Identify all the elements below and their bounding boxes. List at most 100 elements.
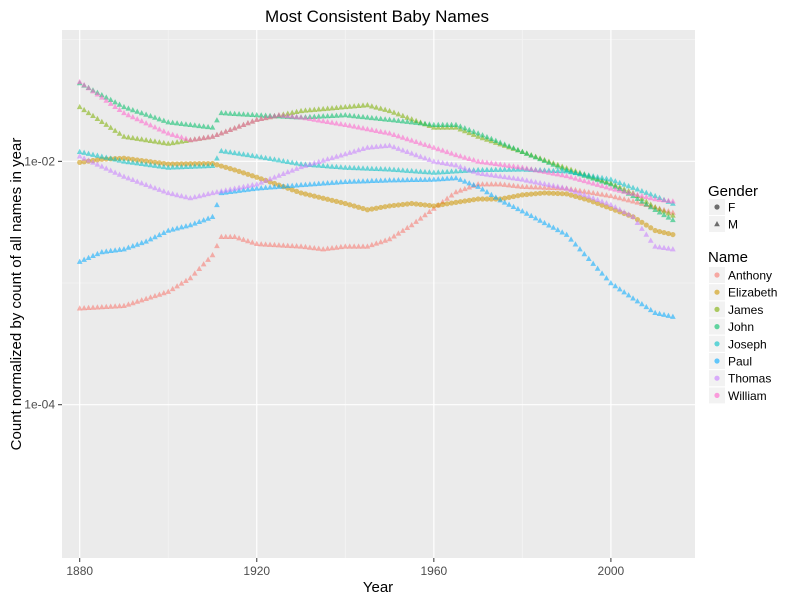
- data-point: [643, 201, 650, 207]
- data-point: [532, 166, 539, 173]
- data-point: [134, 178, 141, 184]
- data-point: [484, 189, 490, 195]
- data-point: [178, 224, 185, 230]
- data-point: [271, 180, 278, 187]
- data-point: [143, 161, 149, 167]
- data-point: [475, 133, 481, 139]
- data-point: [298, 161, 304, 167]
- legend-color-swatch: [714, 392, 720, 398]
- data-point: [430, 176, 437, 182]
- data-point: [546, 190, 552, 196]
- data-point: [129, 159, 136, 165]
- data-point: [94, 91, 101, 97]
- data-point: [174, 164, 180, 170]
- data-point: [634, 298, 641, 304]
- data-point: [373, 115, 380, 121]
- data-point: [333, 112, 340, 118]
- data-point: [107, 167, 114, 173]
- data-point: [112, 156, 118, 162]
- data-point: [161, 160, 167, 167]
- data-point: [634, 195, 641, 201]
- data-point: [554, 226, 561, 233]
- data-point: [196, 192, 203, 199]
- data-point: [347, 202, 353, 208]
- data-point: [501, 181, 508, 187]
- data-point: [138, 118, 145, 124]
- data-point: [399, 227, 406, 233]
- data-point: [466, 155, 473, 161]
- data-point: [661, 311, 667, 317]
- data-point: [178, 120, 185, 126]
- data-point: [634, 199, 641, 205]
- data-point: [174, 225, 180, 231]
- legend-gender-title: Gender: [708, 183, 758, 200]
- data-point: [581, 188, 588, 194]
- data-point: [183, 163, 189, 170]
- data-point: [174, 139, 180, 145]
- data-point: [501, 162, 508, 168]
- data-point: [121, 109, 127, 116]
- data-point: [603, 175, 610, 181]
- data-point: [386, 203, 393, 209]
- data-point: [506, 182, 512, 188]
- data-point: [422, 176, 428, 182]
- data-point: [293, 160, 300, 166]
- data-point: [271, 156, 278, 162]
- data-point: [501, 141, 508, 147]
- data-point: [152, 124, 158, 130]
- data-point: [196, 163, 203, 169]
- data-point: [178, 192, 185, 199]
- data-point: [608, 205, 614, 212]
- data-point: [262, 241, 269, 247]
- data-point: [523, 150, 530, 156]
- data-point: [532, 215, 539, 221]
- data-point: [528, 152, 535, 158]
- data-point: [435, 202, 441, 208]
- data-point: [103, 165, 110, 171]
- data-point: [94, 161, 101, 167]
- data-point: [382, 116, 388, 122]
- data-point: [245, 120, 251, 126]
- data-point: [391, 233, 397, 239]
- data-point: [227, 126, 234, 133]
- data-point: [386, 130, 393, 136]
- data-point: [488, 191, 495, 197]
- data-point: [293, 108, 300, 114]
- data-point: [320, 113, 327, 119]
- data-point: [76, 103, 83, 110]
- data-point: [417, 215, 424, 221]
- data-point: [395, 117, 402, 123]
- data-point: [426, 176, 433, 182]
- data-point: [554, 163, 561, 169]
- data-point: [479, 196, 486, 202]
- data-point: [147, 159, 154, 165]
- data-point: [555, 190, 561, 197]
- data-point: [599, 270, 605, 276]
- data-point: [630, 190, 636, 196]
- data-point: [581, 191, 588, 198]
- data-point: [196, 218, 203, 224]
- data-point: [200, 261, 207, 267]
- data-point: [665, 245, 672, 251]
- data-point: [670, 209, 676, 215]
- data-point: [360, 165, 366, 171]
- y-tick-label: 1e-04: [24, 398, 55, 412]
- data-point: [236, 184, 242, 190]
- data-point: [430, 169, 437, 175]
- data-point: [302, 107, 309, 113]
- data-point: [656, 228, 663, 235]
- data-point: [435, 169, 442, 175]
- data-point: [479, 158, 486, 165]
- data-point: [431, 203, 437, 209]
- data-point: [143, 137, 149, 143]
- data-point: [616, 286, 623, 292]
- legend-name-label: John: [728, 320, 754, 334]
- data-point: [413, 176, 419, 182]
- data-point: [121, 246, 127, 252]
- data-point: [625, 197, 632, 203]
- data-point: [284, 242, 291, 248]
- data-point: [346, 149, 353, 155]
- x-tick-label: 2000: [598, 564, 625, 578]
- series-william: [76, 78, 676, 204]
